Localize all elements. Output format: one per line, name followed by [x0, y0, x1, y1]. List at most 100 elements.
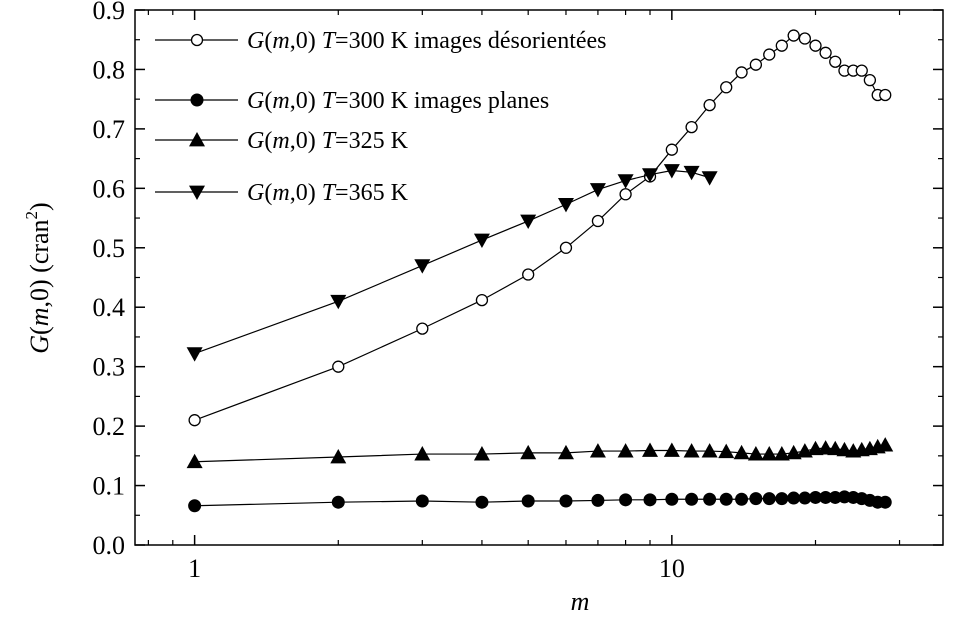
data-point: [665, 492, 679, 506]
data-point: [773, 446, 790, 461]
data-point: [798, 32, 812, 45]
data-point: [763, 48, 776, 61]
data-point: [701, 171, 718, 186]
y-tick-label: 0.5: [93, 234, 126, 263]
data-point: [330, 294, 347, 310]
data-point: [188, 499, 202, 513]
data-point: [557, 444, 574, 460]
legend-label: G(m,0) T=300 K images planes: [247, 88, 549, 114]
data-point: [685, 492, 699, 506]
data-point: [663, 442, 680, 457]
data-point: [619, 188, 632, 201]
data-point: [735, 492, 749, 506]
legend-item: G(m,0) T=300 K images désorientées: [155, 28, 607, 54]
data-point: [473, 233, 490, 249]
data-point: [643, 493, 657, 507]
data-point: [733, 444, 750, 460]
data-point: [619, 493, 633, 507]
x-axis-title: m: [571, 587, 590, 616]
data-point: [188, 414, 201, 427]
data-point: [685, 120, 698, 134]
data-point: [665, 143, 678, 156]
data-point: [683, 165, 700, 181]
data-point: [617, 174, 634, 189]
data-point: [775, 39, 788, 52]
legend-marker: [190, 33, 204, 47]
data-point: [762, 492, 776, 506]
data-point: [683, 443, 700, 458]
legend-marker: [189, 185, 205, 200]
data-point: [878, 495, 892, 509]
y-tick-label: 0.6: [93, 174, 126, 203]
data-point: [718, 443, 735, 459]
legend-marker: [189, 132, 205, 147]
data-point: [330, 449, 347, 464]
data-point: [520, 444, 537, 460]
y-tick-label: 0.9: [93, 0, 126, 25]
data-point: [749, 492, 763, 506]
data-point: [332, 360, 345, 373]
data-point: [414, 446, 431, 461]
y-tick-label: 0.1: [93, 472, 126, 501]
legend-label: G(m,0) T=300 K images désorientées: [247, 28, 607, 54]
data-point: [855, 64, 868, 77]
x-tick-label: 1: [188, 554, 201, 583]
data-point: [703, 492, 717, 506]
y-tick-label: 0.7: [93, 115, 126, 144]
data-point: [701, 443, 718, 458]
series-4: [186, 164, 718, 362]
data-point: [775, 492, 789, 506]
y-tick-label: 0.3: [93, 353, 126, 382]
data-point: [761, 446, 778, 461]
data-point: [473, 446, 490, 461]
data-point: [589, 183, 606, 198]
data-point: [557, 197, 574, 213]
legend-label: G(m,0) T=325 K: [247, 128, 409, 154]
data-point: [186, 453, 203, 469]
data-point: [559, 241, 573, 254]
data-point: [186, 347, 203, 362]
data-point: [591, 214, 605, 228]
data-point: [819, 46, 832, 59]
data-point: [747, 446, 764, 461]
data-point: [415, 494, 429, 508]
legend-item: G(m,0) T=365 K: [155, 180, 409, 206]
data-point: [522, 268, 535, 281]
data-point: [414, 259, 431, 274]
y-tick-label: 0.2: [93, 412, 126, 441]
data-point: [879, 88, 892, 102]
y-axis-title: G(m,0) (cran2): [22, 202, 54, 353]
data-point: [642, 168, 659, 183]
data-point: [663, 164, 680, 179]
x-tick-label: 10: [659, 554, 685, 583]
data-point: [863, 73, 877, 87]
axis-ticks: 0.0 0.1 0.2 0.3 0.4 0.5 0.6 0.7 0.8 0.9 1 10: [93, 0, 943, 583]
data-point: [829, 55, 842, 68]
series-2: [188, 490, 892, 513]
legend-label: G(m,0) T=365 K: [247, 180, 409, 206]
data-point: [416, 322, 429, 335]
series-1: [188, 29, 892, 427]
legend-item: G(m,0) T=300 K images planes: [155, 88, 549, 114]
data-point: [559, 494, 573, 508]
data-point: [809, 39, 822, 52]
data-point: [642, 442, 659, 457]
data-point: [617, 443, 634, 458]
series-layer: [186, 29, 894, 513]
data-point: [475, 293, 489, 307]
y-tick-label: 0.4: [93, 293, 126, 322]
data-point: [521, 494, 535, 508]
data-point: [719, 492, 733, 506]
data-point: [877, 437, 894, 452]
data-point: [720, 81, 733, 94]
data-point: [589, 443, 606, 458]
data-point: [749, 58, 763, 71]
data-point: [475, 495, 489, 509]
data-point: [785, 444, 802, 460]
data-point: [331, 495, 345, 509]
data-point: [735, 66, 748, 79]
legend-marker: [190, 93, 204, 107]
series-3: [186, 437, 894, 469]
data-point: [591, 493, 605, 507]
